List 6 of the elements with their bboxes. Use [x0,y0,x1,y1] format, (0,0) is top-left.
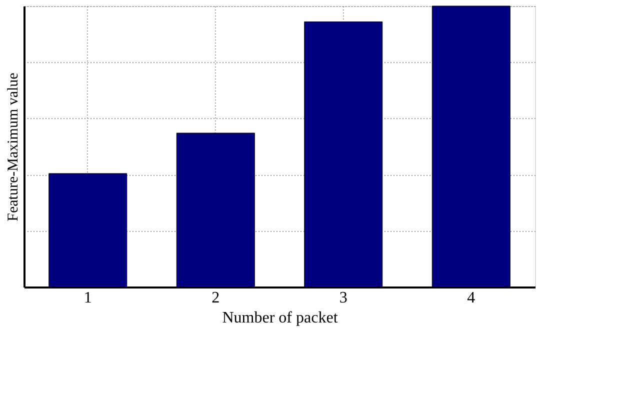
x-tick-label: 1 [84,290,92,306]
x-tick-label: 3 [339,290,348,306]
x-axis-title: Number of packet [222,310,338,326]
x-tick-label: 4 [467,290,476,306]
y-axis-title: Feature-Maximum value [6,72,22,222]
x-tick-label: 2 [212,290,220,306]
